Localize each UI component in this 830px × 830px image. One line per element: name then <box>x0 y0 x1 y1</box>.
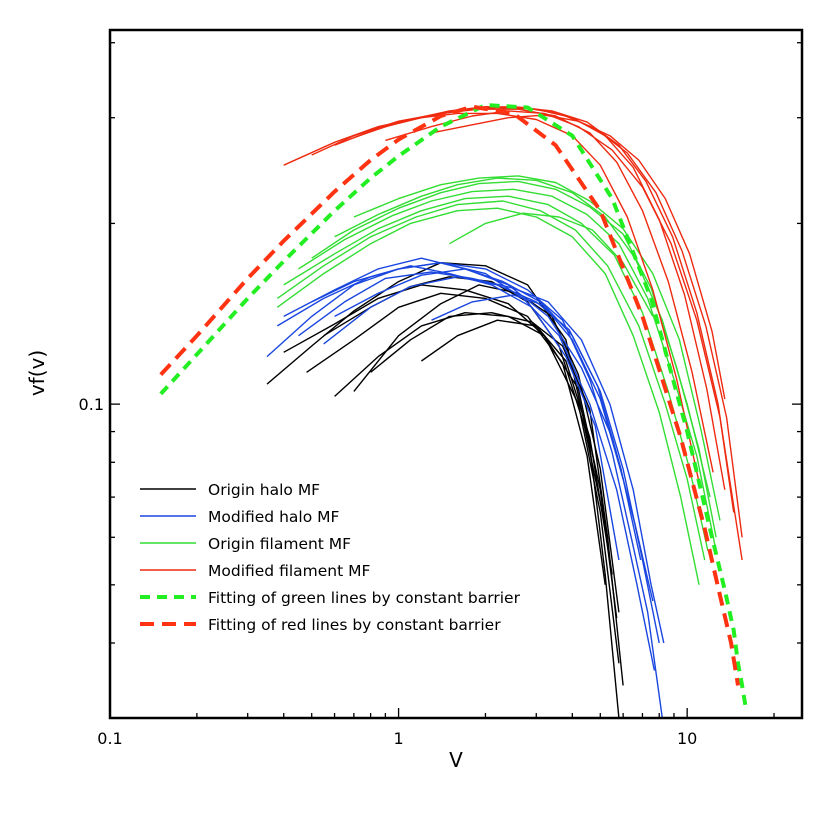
fitting-of-green-lines-by-constant-barrier-line-1 <box>159 103 749 710</box>
origin-halo-mf-line-2 <box>283 284 620 664</box>
origin-halo-mf-line-5 <box>370 312 609 538</box>
modified-filament-mf-line-1 <box>283 112 700 483</box>
legend: Origin halo MF Modified halo MF Origin fil… <box>140 481 521 634</box>
modified-halo-mf-line-6 <box>334 268 624 480</box>
x-tick-label: 1 <box>393 729 403 748</box>
modified-filament-mf-line-7 <box>385 110 743 561</box>
legend-label-3: Origin filament MF <box>208 535 351 553</box>
modified-halo-mf-line-8 <box>431 294 660 644</box>
origin-filament-mf-line-7 <box>353 175 721 521</box>
legend-label-6: Fitting of red lines by constant barrier <box>208 616 501 634</box>
modified-halo-mf-line-5 <box>323 276 642 561</box>
axis-ticks <box>109 42 802 719</box>
origin-filament-mf-line-1 <box>276 207 700 585</box>
origin-filament-mf-line-4 <box>298 188 716 547</box>
y-tick-label: 0.1 <box>79 395 104 414</box>
origin-filament-mf-line-2 <box>276 200 706 561</box>
modified-filament-mf-line-6 <box>431 114 726 400</box>
modified-filament-mf-line-2 <box>311 108 714 473</box>
origin-halo-mf-line-8 <box>420 319 613 575</box>
legend-label-5: Fitting of green lines by constant barri… <box>208 589 521 607</box>
fitting-of-red-lines-by-constant-barrier-line-1 <box>159 104 740 686</box>
tick-labels: 0.1 1 10 0.1 <box>79 395 698 748</box>
x-axis-label: V <box>449 748 463 772</box>
legend-label-1: Origin halo MF <box>208 481 320 499</box>
origin-filament-mf-line-3 <box>283 195 709 551</box>
x-tick-label: 10 <box>677 729 697 748</box>
origin-halo-mf-line-3 <box>306 292 606 585</box>
legend-label-2: Modified halo MF <box>208 508 339 526</box>
modified-halo-mf-line-3 <box>298 271 665 644</box>
x-tick-label: 0.1 <box>97 729 122 748</box>
plot-area <box>159 103 749 718</box>
legend-label-4: Modified filament MF <box>208 562 370 580</box>
plot-frame <box>108 28 804 720</box>
origin-filament-mf-line-6 <box>334 177 711 498</box>
y-axis-label: vf(v) <box>25 350 49 396</box>
